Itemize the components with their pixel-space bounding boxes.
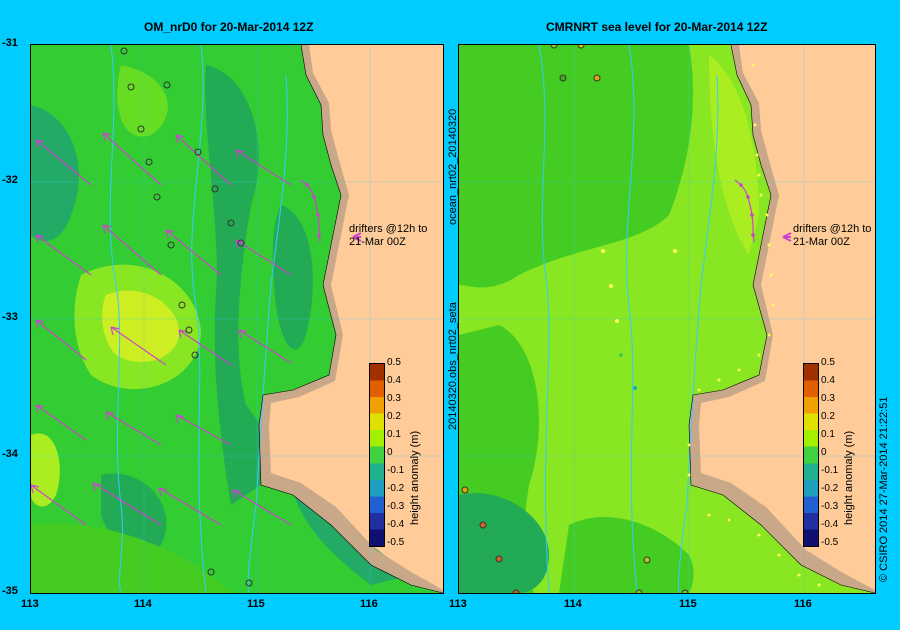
right-map-canvas [459,45,875,593]
colorbar-tick: 0.4 [387,375,401,386]
left-drifter-label: drifters @12h to 21-Mar 00Z [349,223,427,249]
colorbar-tick: -0.1 [821,465,839,476]
lon-tick-label: 114 [564,598,582,610]
drifter-track [734,179,755,243]
ocean-zone-light-1 [117,65,168,137]
colorbar-tick: 0.3 [821,393,835,404]
colorbar-tick: 0.3 [387,393,401,404]
contour-line-2 [191,45,207,593]
lon-tick-label: 115 [247,598,265,610]
right-colorbar [803,363,819,547]
ocean-zone-light-4 [31,523,231,593]
colorbar-tick: 0 [387,447,393,458]
colorbar-tick: -0.2 [821,483,839,494]
right-map-panel: drifters @12h to 21-Mar 00Z height anoma… [458,44,876,594]
drifter-track [300,179,321,243]
left-map-panel: drifters @12h to 21-Mar 00Z height anoma… [30,44,444,594]
colorbar-tick: 0.1 [387,429,401,440]
drifter-label-line1: drifters @12h to [793,223,872,235]
side-label-top: ocean_nrt02_20140320 [447,108,459,225]
colorbar-tick: 0.5 [387,357,401,368]
observation-points [461,45,689,593]
colorbar-tick: 0 [821,447,827,458]
lon-tick-label: 113 [21,598,39,610]
lon-tick-label: 116 [794,598,812,610]
ocean-zone-light-3 [31,433,60,507]
colorbar-tick: -0.4 [387,519,405,530]
lon-tick-label: 113 [449,598,467,610]
colorbar-tick: -0.3 [387,501,405,512]
right-drifter-label: drifters @12h to 21-Mar 00Z [793,223,871,249]
lat-tick-label: -31 [2,37,18,49]
drifter-label-line2: 21-Mar 00Z [793,236,850,248]
current-arrows [31,132,292,526]
left-colorbar [369,363,385,547]
ocean-zone-green-3 [559,516,694,593]
colorbar-tick: -0.2 [387,483,405,494]
credit-label: © CSIRO 2014 27-Mar-2014 21:22:51 [878,396,890,582]
contour-line-1 [538,45,550,593]
drifter-label-arrow [782,232,792,242]
left-colorbar-label: height anomaly (m) [409,430,421,525]
lon-tick-label: 114 [134,598,152,610]
colorbar-tick: 0.2 [821,411,835,422]
left-map-title: OM_nrD0 for 20-Mar-2014 12Z [144,20,314,34]
colorbar-tick: 0.5 [821,357,835,368]
colorbar-tick: 0.2 [387,411,401,422]
land-outline [688,45,875,593]
ocean-zone-dark-1 [31,105,79,241]
colorbar-tick: -0.3 [821,501,839,512]
land-outline [258,45,443,593]
contour-line-1 [109,45,123,593]
colorbar-tick: -0.1 [387,465,405,476]
right-map-title: CMRNRT sea level for 20-Mar-2014 12Z [546,20,768,34]
drifter-label-line2: 21-Mar 00Z [349,236,406,248]
colorbar-tick: 0.1 [821,429,835,440]
ocean-zone-dark [459,493,549,593]
lat-tick-label: -34 [2,448,18,460]
contour-line-2 [626,45,638,593]
observation-points [120,47,253,587]
right-colorbar-label: height anomaly (m) [843,430,855,525]
colorbar-tick: 0.4 [821,375,835,386]
lat-tick-label: -32 [2,174,18,186]
colorbar-tick: -0.5 [821,537,839,548]
drifter-label-arrow [352,232,362,242]
graticule [31,45,443,593]
left-map-canvas [31,45,443,593]
lat-tick-label: -35 [2,585,18,597]
contour-line-3 [247,74,288,593]
ocean-zone-green-1 [459,45,693,288]
altimeter-track-points [601,63,821,587]
contour-line-3 [677,74,719,593]
side-label-bottom: 20140320.obs_nrt02_seta [447,302,459,430]
lat-tick-label: -33 [2,311,18,323]
lon-tick-label: 116 [360,598,378,610]
drifter-label-line1: drifters @12h to [349,223,428,235]
colorbar-tick: -0.4 [821,519,839,530]
ocean-zone-light [709,55,759,255]
ocean-zone-yellow [102,290,180,363]
lon-tick-label: 115 [679,598,697,610]
colorbar-tick: -0.5 [387,537,405,548]
ocean-zone-dark-5 [272,205,313,350]
